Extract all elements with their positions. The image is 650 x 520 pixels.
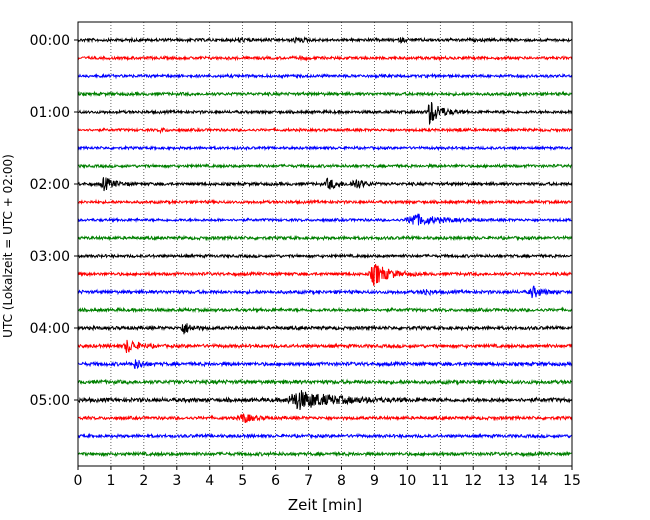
x-axis-label: Zeit [min] (288, 496, 362, 514)
x-tick-label: 6 (271, 473, 280, 489)
trace-line (77, 36, 573, 44)
trace-line (77, 234, 573, 242)
x-tick-label: 10 (398, 473, 416, 489)
trace-line (77, 378, 573, 386)
y-axis-label: UTC (Lokalzeit = UTC + 02:00) (1, 154, 15, 338)
trace-line (77, 252, 573, 260)
trace-line (77, 432, 573, 440)
trace-line (77, 323, 573, 335)
trace-line (77, 198, 573, 206)
x-tick-label: 8 (337, 473, 346, 489)
x-tick-label: 3 (172, 473, 181, 489)
trace-line (77, 450, 573, 458)
trace-line (77, 339, 573, 354)
y-tick-label: 04:00 (30, 321, 70, 337)
trace-line (77, 413, 573, 424)
x-tick-label: 1 (106, 473, 115, 489)
x-tick-label: 15 (563, 473, 581, 489)
trace-line (77, 306, 573, 314)
trace-line (77, 162, 573, 170)
trace-line (77, 177, 573, 192)
x-tick-label: 7 (304, 473, 313, 489)
y-tick-label: 00:00 (30, 33, 70, 49)
x-tick-label: 0 (74, 473, 83, 489)
x-tick-label: 11 (431, 473, 449, 489)
x-tick-label: 9 (370, 473, 379, 489)
trace-line (77, 126, 573, 135)
trace-line (77, 390, 573, 411)
trace-line (77, 72, 573, 80)
seismic-traces (77, 36, 573, 458)
x-tick-label: 2 (139, 473, 148, 489)
trace-line (77, 144, 573, 152)
x-grid (110, 22, 540, 466)
y-tick-label: 01:00 (30, 105, 70, 121)
trace-line (77, 213, 573, 226)
x-tick-label: 12 (464, 473, 482, 489)
trace-line (77, 285, 573, 299)
trace-line (77, 359, 573, 370)
y-tick-label: 05:00 (30, 393, 70, 409)
trace-line (77, 264, 573, 286)
x-tick-label: 14 (530, 473, 548, 489)
x-tick-label: 5 (238, 473, 247, 489)
y-tick-label: 02:00 (30, 177, 70, 193)
y-tick-label: 03:00 (30, 249, 70, 265)
trace-line (77, 54, 573, 62)
trace-line (77, 102, 573, 126)
x-tick-label: 13 (497, 473, 515, 489)
x-axis-ticks: 0 1 2 3 4 5 6 7 8 9 10 11 12 13 14 15 (74, 466, 581, 489)
y-axis-ticks: 00:00 01:00 02:00 03:00 04:00 05:00 (30, 33, 78, 409)
plot-frame (77, 21, 573, 467)
trace-line (77, 90, 573, 98)
x-tick-label: 4 (205, 473, 214, 489)
